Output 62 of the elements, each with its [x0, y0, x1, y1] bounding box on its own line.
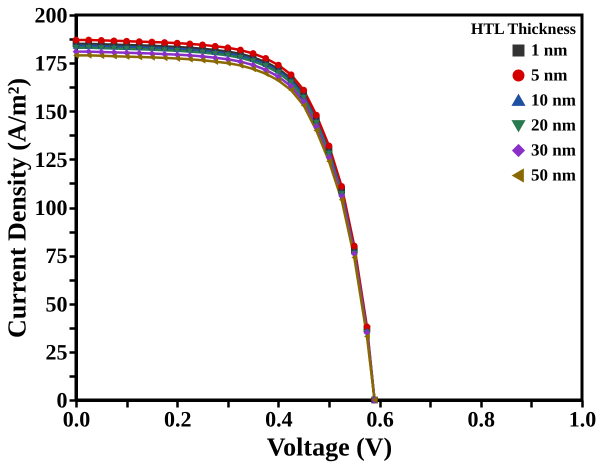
point [250, 66, 256, 72]
point [313, 127, 320, 134]
legend-label: 5 nm [531, 66, 568, 84]
y-tick-label: 75 [46, 243, 68, 268]
x-tick-label: 0.4 [265, 406, 293, 432]
point [73, 52, 79, 59]
x-axis-title: Voltage (V) [266, 432, 392, 462]
point [364, 333, 370, 340]
point [275, 73, 282, 80]
point [300, 98, 308, 105]
point [72, 36, 80, 44]
point [237, 46, 244, 54]
legend-label: 1 nm [531, 40, 568, 60]
point [300, 102, 307, 109]
legend-label: 10 nm [531, 90, 576, 110]
point [136, 38, 143, 45]
x-tick-label: 0.8 [468, 406, 496, 432]
point [288, 82, 294, 90]
y-axis-title: Current Density (A/m²) [2, 78, 32, 338]
point [338, 196, 345, 204]
point [85, 36, 92, 44]
point [288, 71, 294, 78]
point [312, 112, 320, 118]
point [123, 38, 130, 45]
point [148, 38, 156, 46]
point [199, 41, 206, 48]
x-tick-label: 1.0 [568, 406, 596, 432]
point [300, 86, 308, 94]
y-tick-label: 25 [46, 339, 68, 364]
point [338, 192, 346, 200]
point [350, 242, 358, 250]
legend-title: HTL Thickness [470, 21, 576, 38]
point [326, 158, 332, 165]
point [98, 37, 105, 44]
point [224, 44, 232, 52]
y-tick-label: 100 [34, 195, 68, 220]
point [250, 50, 256, 57]
point [262, 70, 269, 78]
point [312, 123, 320, 130]
point [275, 62, 282, 68]
point [338, 182, 346, 190]
y-tick-label: 125 [34, 146, 68, 172]
point [262, 54, 270, 62]
point [123, 49, 130, 56]
y-tick-label: 175 [34, 50, 68, 76]
point [351, 254, 358, 261]
x-tick-label: 0.6 [366, 406, 394, 432]
point [174, 40, 181, 46]
y-tick-label: 150 [34, 98, 68, 124]
point [161, 39, 168, 46]
y-tick-label: 200 [34, 2, 68, 28]
point [186, 40, 194, 48]
point [110, 37, 118, 44]
x-tick-label: 0.2 [164, 406, 192, 432]
point [212, 42, 219, 50]
legend-label: 50 nm [531, 166, 576, 184]
legend-label: 20 nm [531, 116, 576, 134]
point [326, 142, 332, 150]
point [238, 62, 244, 69]
legend-label: 30 nm [531, 140, 576, 160]
y-tick-label: 50 [46, 291, 68, 316]
point [275, 77, 282, 84]
